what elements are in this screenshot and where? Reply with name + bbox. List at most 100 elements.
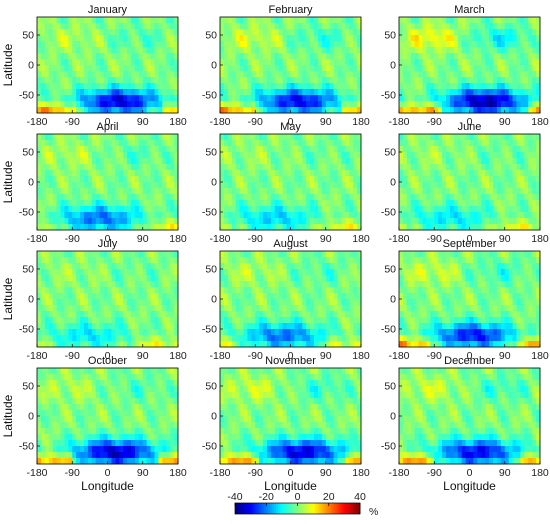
- heatmap-cell: [64, 59, 69, 66]
- heatmap-cell: [461, 275, 466, 282]
- heatmap-cell: [282, 95, 287, 102]
- heatmap-cell: [357, 224, 362, 231]
- heatmap-cell: [321, 140, 327, 147]
- heatmap-cell: [52, 134, 57, 141]
- heatmap-cell: [410, 176, 416, 183]
- heatmap-cell: [457, 134, 463, 141]
- heatmap-cell: [267, 71, 272, 78]
- heatmap-cell: [402, 77, 408, 84]
- heatmap-cell: [227, 329, 233, 336]
- heatmap-cell: [154, 287, 159, 294]
- heatmap-cell: [44, 152, 50, 159]
- heatmap-cell: [72, 17, 77, 24]
- heatmap-cell: [150, 164, 155, 171]
- heatmap-cell: [247, 77, 252, 84]
- heatmap-cell: [76, 17, 81, 24]
- y-tick-label: 0: [211, 60, 217, 72]
- heatmap-cell: [142, 134, 148, 141]
- heatmap-cell: [314, 53, 319, 60]
- heatmap-cell: [317, 140, 323, 147]
- heatmap-cell: [119, 77, 124, 84]
- heatmap-cell: [251, 152, 256, 159]
- heatmap-cell: [103, 170, 108, 177]
- heatmap-cell: [223, 329, 229, 336]
- heatmap-cell: [48, 218, 54, 225]
- heatmap-cell: [270, 182, 276, 189]
- heatmap-cell: [489, 146, 494, 153]
- heatmap-cell: [158, 269, 163, 276]
- heatmap-cell: [259, 158, 264, 165]
- heatmap-cell: [111, 224, 116, 231]
- heatmap-cell: [243, 257, 248, 264]
- heatmap-cell: [473, 212, 478, 219]
- heatmap-cell: [512, 152, 517, 159]
- heatmap-cell: [247, 329, 252, 336]
- heatmap-cell: [406, 77, 412, 84]
- heatmap-cell: [146, 41, 151, 48]
- heatmap-cell: [329, 176, 334, 183]
- heatmap-cell: [255, 176, 260, 183]
- heatmap-cell: [123, 263, 128, 270]
- heatmap-cell: [536, 83, 541, 90]
- heatmap-cell: [103, 59, 108, 66]
- heatmap-cell: [243, 287, 248, 294]
- heatmap-cell: [267, 188, 272, 195]
- heatmap-cell: [170, 188, 175, 195]
- heatmap-cell: [333, 257, 338, 264]
- heatmap-cell: [485, 152, 490, 159]
- heatmap-cell: [60, 317, 65, 324]
- heatmap-cell: [274, 176, 280, 183]
- heatmap-cell: [263, 218, 268, 225]
- heatmap-cell: [251, 269, 256, 276]
- heatmap-cell: [134, 218, 140, 225]
- heatmap-cell: [274, 212, 280, 219]
- heatmap-cell: [469, 95, 474, 102]
- heatmap-cell: [477, 47, 482, 54]
- heatmap-cell: [306, 311, 311, 318]
- heatmap-cell: [220, 146, 225, 153]
- heatmap-cell: [267, 212, 272, 219]
- heatmap-cell: [52, 17, 57, 24]
- heatmap-cell: [508, 65, 513, 72]
- heatmap-cell: [270, 287, 276, 294]
- heatmap-cell: [298, 107, 303, 114]
- heatmap-cell: [227, 77, 233, 84]
- heatmap-cell: [481, 170, 486, 177]
- heatmap-cell: [60, 329, 65, 336]
- heatmap-cell: [95, 200, 101, 207]
- heatmap-cell: [493, 170, 498, 177]
- heatmap-cell: [402, 134, 408, 141]
- heatmap-cell: [40, 170, 46, 177]
- heatmap-cell: [76, 218, 81, 225]
- heatmap-cell: [52, 251, 57, 258]
- heatmap-cell: [52, 107, 57, 114]
- heatmap-cell: [40, 206, 46, 213]
- x-tick-label: 0: [467, 233, 473, 245]
- heatmap-cell: [477, 140, 482, 147]
- heatmap-cell: [465, 146, 470, 153]
- heatmap-cell: [317, 83, 323, 90]
- heatmap-cell: [434, 71, 439, 78]
- heatmap-cell: [138, 65, 144, 72]
- heatmap-cell: [174, 170, 179, 177]
- heatmap-cell: [99, 41, 104, 48]
- heatmap-cell: [278, 152, 284, 159]
- heatmap-cell: [294, 41, 299, 48]
- heatmap-cell: [399, 269, 404, 276]
- heatmap-cell: [119, 218, 124, 225]
- heatmap-cell: [321, 257, 327, 264]
- y-tick-label: 0: [211, 177, 217, 189]
- heatmap-cell: [119, 140, 124, 147]
- heatmap-cell: [231, 89, 237, 96]
- heatmap-cell: [154, 200, 159, 207]
- heatmap-cell: [56, 263, 61, 270]
- heatmap-cell: [146, 107, 151, 114]
- heatmap-cell: [56, 341, 61, 348]
- heatmap-cell: [473, 188, 478, 195]
- heatmap-cell: [138, 329, 144, 336]
- heatmap-cell: [158, 317, 163, 324]
- heatmap-cell: [434, 182, 439, 189]
- heatmap-cell: [528, 224, 533, 231]
- heatmap-cell: [247, 47, 252, 54]
- heatmap-cell: [508, 200, 513, 207]
